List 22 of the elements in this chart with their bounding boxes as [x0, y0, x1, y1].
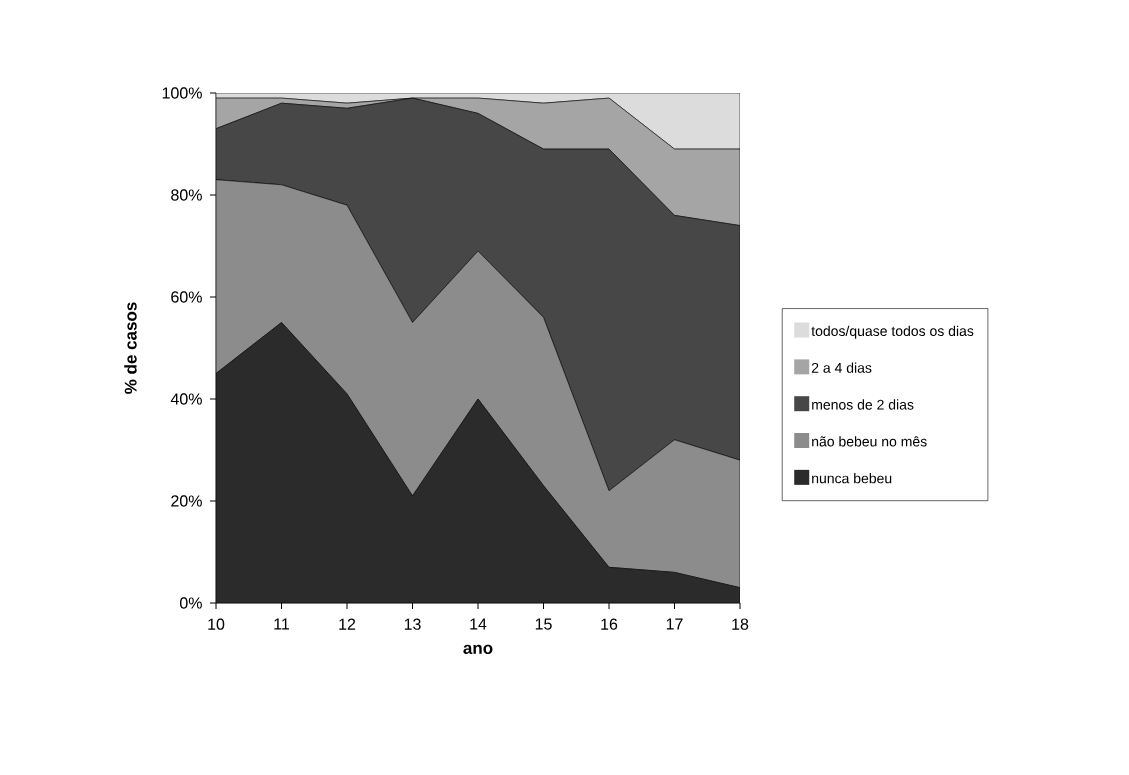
legend-label: todos/quase todos os dias	[811, 325, 974, 339]
y-tick-label: 60%	[171, 291, 202, 303]
x-tick-label: 14	[470, 618, 487, 630]
x-tick-label: 12	[339, 618, 356, 630]
legend-label: nunca bebeu	[812, 473, 892, 484]
y-tick-label: 0%	[179, 597, 202, 609]
x-tick-label: 11	[274, 618, 290, 630]
x-tick-label: 16	[601, 618, 618, 630]
legend-label: 2 a 4 dias	[811, 362, 872, 373]
x-tick-label: 17	[666, 618, 683, 630]
x-tick-label: 18	[732, 618, 749, 630]
y-axis-title: % de casos	[124, 302, 137, 394]
y-tick-label: 20%	[171, 495, 202, 507]
x-tick-label: 15	[535, 618, 552, 630]
y-tick-label: 100%	[162, 87, 202, 99]
x-tick-label: 13	[404, 618, 421, 630]
y-tick-label: 80%	[171, 189, 202, 201]
y-tick-label: 40%	[170, 393, 202, 405]
legend-label: não bebeu no mês	[812, 436, 927, 447]
x-axis-title: ano	[463, 644, 493, 655]
legend-label: menos de 2 dias	[812, 399, 914, 410]
x-tick-label: 10	[208, 618, 225, 630]
